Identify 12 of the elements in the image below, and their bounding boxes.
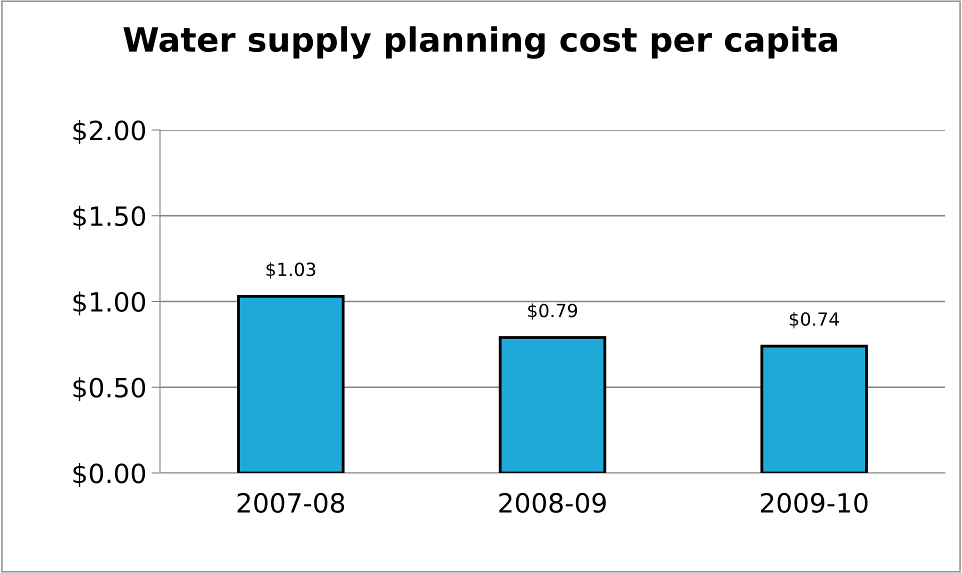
x-tick-label: 2009-10	[760, 492, 868, 513]
y-tick-label: $0.50	[73, 377, 146, 402]
data-label: $1.03	[266, 262, 316, 279]
x-tick-label: 2007-08	[238, 492, 344, 513]
y-tick-label: $1.00	[73, 291, 146, 316]
x-tick-label: 2008-09	[499, 492, 606, 513]
data-label: $0.74	[790, 312, 839, 328]
chart-title: Water supply planning cost per capita	[123, 26, 837, 59]
y-tick-label: $1.50	[73, 206, 146, 230]
y-tick-label: $0.00	[73, 462, 146, 487]
y-tick-label: $2.00	[73, 120, 146, 144]
data-label: $0.79	[528, 303, 578, 320]
